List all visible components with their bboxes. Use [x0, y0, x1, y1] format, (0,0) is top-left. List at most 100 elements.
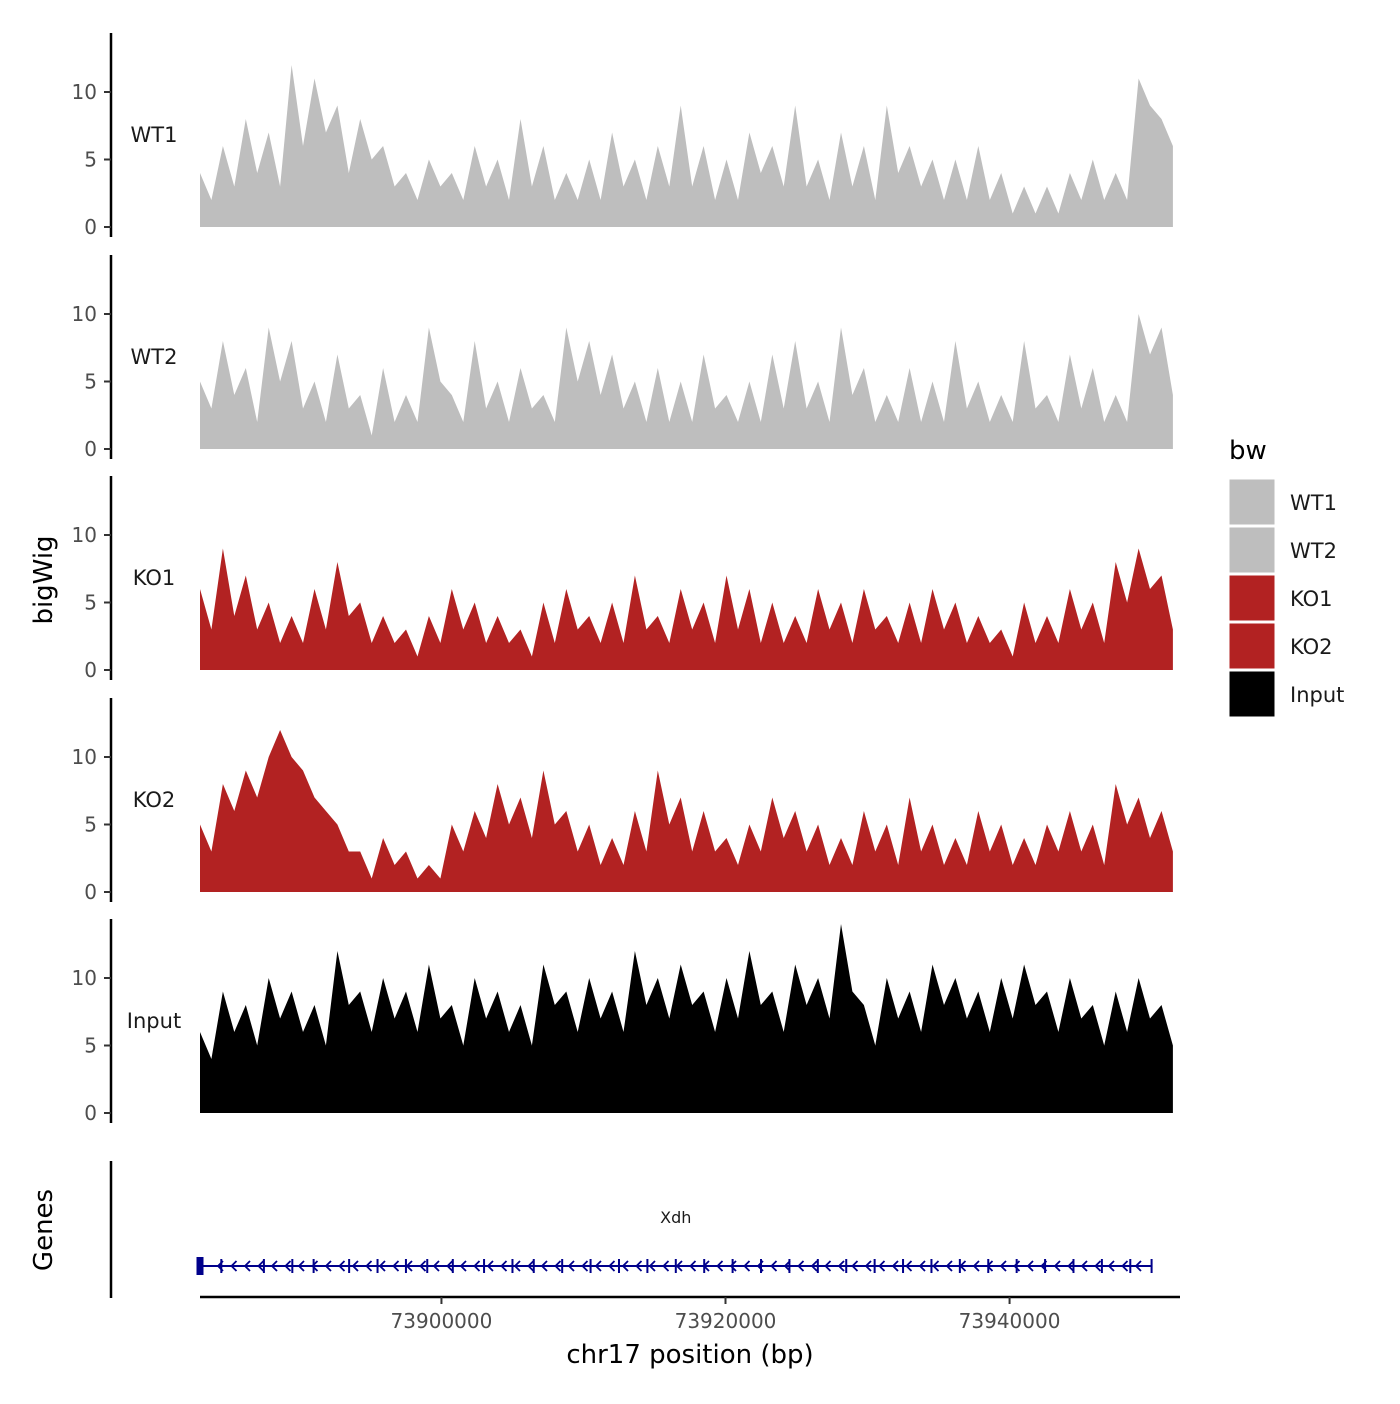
strand-arrow — [918, 1260, 926, 1272]
strand-arrow — [284, 1260, 292, 1272]
strand-arrow — [351, 1260, 359, 1272]
exon — [1015, 1259, 1018, 1273]
strand-arrow — [824, 1260, 832, 1272]
legend-title: bw — [1229, 436, 1267, 466]
signal-area-ko1 — [200, 548, 1173, 670]
x-axis-title: chr17 position (bp) — [566, 1340, 813, 1370]
exon — [987, 1259, 990, 1273]
y-tick-label: 10 — [72, 523, 97, 547]
strand-arrow — [486, 1260, 494, 1272]
strand-arrow — [1107, 1260, 1115, 1272]
tracks-layer: 0 5 10 WT1 0 5 10 WT2 0 5 10 KO1 0 5 10 KO2 0 5 10 Input — [72, 33, 1173, 1125]
exon — [1072, 1259, 1075, 1273]
strand-arrow — [567, 1260, 575, 1272]
strand-arrow — [932, 1260, 940, 1272]
y-tick-label: 5 — [84, 1034, 97, 1058]
exon — [845, 1259, 848, 1273]
gene-label: Xdh — [660, 1208, 691, 1227]
strand-arrow — [689, 1260, 697, 1272]
exon — [788, 1259, 791, 1273]
y-tick-label: 0 — [84, 658, 97, 682]
y-tick-label: 10 — [72, 745, 97, 769]
exon — [291, 1259, 294, 1273]
signal-area-input — [200, 924, 1173, 1113]
strand-arrow — [662, 1260, 670, 1272]
strand-arrow — [513, 1260, 521, 1272]
strand-arrow — [945, 1260, 953, 1272]
strand-arrow — [621, 1260, 629, 1272]
strand-arrow — [594, 1260, 602, 1272]
track-label-ko1: KO1 — [133, 566, 176, 590]
x-tick-label: 73900000 — [391, 1309, 493, 1333]
strand-arrow — [446, 1260, 454, 1272]
exon — [451, 1259, 454, 1273]
strand-arrow — [851, 1260, 859, 1272]
exon — [404, 1259, 407, 1273]
exon — [873, 1259, 876, 1273]
exon — [561, 1259, 564, 1273]
track-ko2: 0 5 10 KO2 — [72, 698, 1173, 904]
exon — [511, 1259, 514, 1273]
exon — [1150, 1259, 1153, 1273]
strand-arrow — [1013, 1260, 1021, 1272]
strand-arrow — [837, 1260, 845, 1272]
exon — [262, 1259, 265, 1273]
track-label-wt2: WT2 — [131, 345, 178, 369]
strand-arrow — [999, 1260, 1007, 1272]
strand-arrow — [311, 1260, 319, 1272]
strand-arrow — [243, 1260, 251, 1272]
strand-arrow — [716, 1260, 724, 1272]
y-tick-label: 0 — [84, 215, 97, 239]
strand-arrow — [581, 1260, 589, 1272]
x-axis: 73900000 73920000 73940000 — [200, 1295, 1180, 1333]
signal-area-ko2 — [200, 730, 1173, 892]
strand-arrow — [1080, 1260, 1088, 1272]
strand-arrow — [648, 1260, 656, 1272]
exon — [760, 1259, 763, 1273]
strand-arrow — [432, 1260, 440, 1272]
legend-label-ko1: KO1 — [1290, 587, 1333, 611]
strand-arrow — [324, 1260, 332, 1272]
exon — [426, 1259, 429, 1273]
track-input: 0 5 10 Input — [72, 919, 1173, 1125]
exon — [220, 1259, 223, 1273]
exon — [816, 1259, 819, 1273]
strand-arrow — [473, 1260, 481, 1272]
signal-area-wt1 — [200, 65, 1173, 227]
y-tick-label: 10 — [72, 966, 97, 990]
exon — [1129, 1259, 1132, 1273]
strand-arrow — [635, 1260, 643, 1272]
legend-key-ko1 — [1228, 574, 1276, 622]
strand-arrow — [675, 1260, 683, 1272]
legend-label-wt2: WT2 — [1290, 539, 1337, 563]
track-label-ko2: KO2 — [133, 788, 176, 812]
strand-arrow — [365, 1260, 373, 1272]
track-label-wt1: WT1 — [131, 123, 178, 147]
y-tick-label: 10 — [72, 302, 97, 326]
strand-arrow — [972, 1260, 980, 1272]
strand-arrow — [797, 1260, 805, 1272]
strand-arrow — [270, 1260, 278, 1272]
strand-arrow — [878, 1260, 886, 1272]
strand-arrow — [338, 1260, 346, 1272]
strand-arrow — [1121, 1260, 1129, 1272]
strand-arrow — [257, 1260, 265, 1272]
strand-arrow — [392, 1260, 400, 1272]
strand-arrow — [608, 1260, 616, 1272]
track-ko1: 0 5 10 KO1 — [72, 476, 1173, 682]
strand-arrow — [864, 1260, 872, 1272]
exon — [731, 1259, 734, 1273]
strand-arrow — [1134, 1260, 1142, 1272]
exon — [312, 1259, 315, 1273]
strand-arrow — [554, 1260, 562, 1272]
strand-arrow — [230, 1260, 238, 1272]
track-wt2: 0 5 10 WT2 — [72, 255, 1173, 461]
legend-label-wt1: WT1 — [1290, 491, 1337, 515]
legend-key-input — [1228, 670, 1276, 718]
exon — [1100, 1259, 1103, 1273]
exon — [617, 1259, 620, 1273]
strand-arrow — [810, 1260, 818, 1272]
legend-key-ko2 — [1228, 622, 1276, 670]
